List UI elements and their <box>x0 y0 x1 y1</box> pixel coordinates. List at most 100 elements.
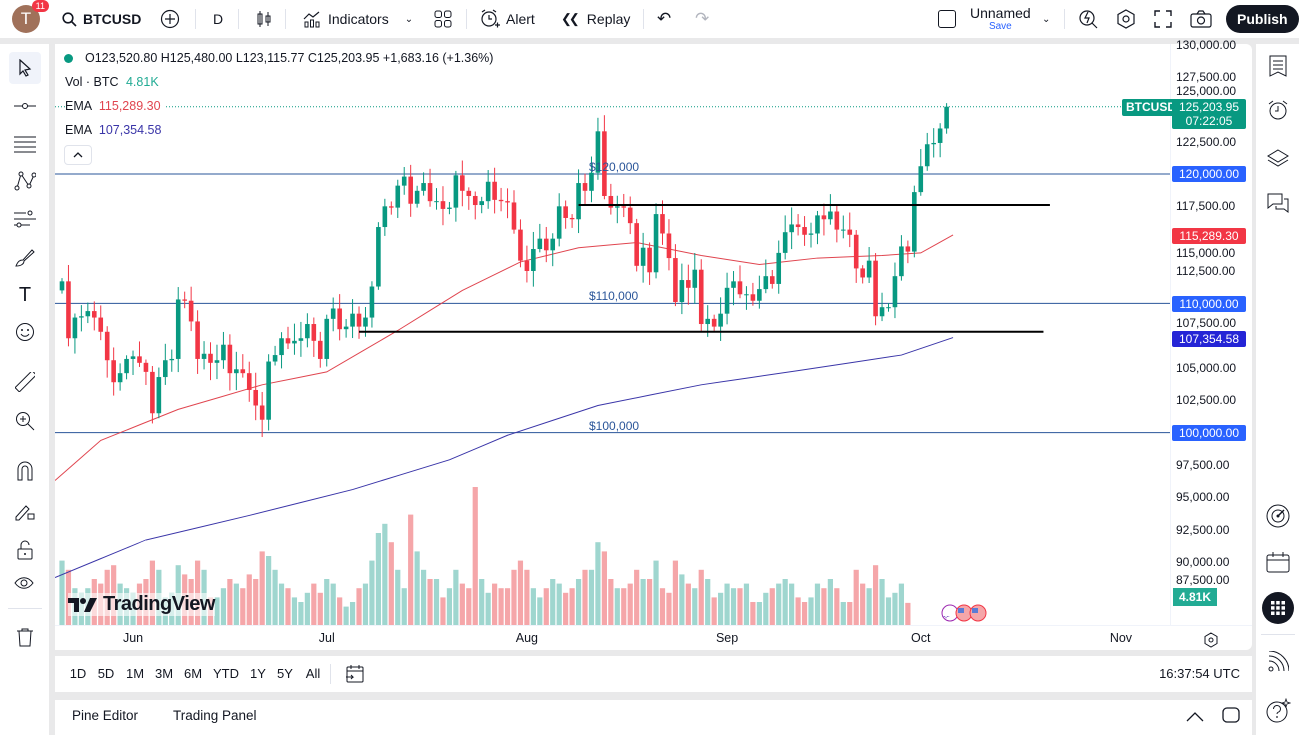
trend-lines[interactable] <box>359 204 1050 333</box>
ema-fast-legend[interactable]: EMA 115,289.30 <box>65 99 164 113</box>
horizontal-levels <box>55 106 1170 434</box>
volume-bar <box>537 597 543 625</box>
ema-slow-legend[interactable]: EMA 107,354.58 <box>65 123 161 137</box>
layout-menu-button[interactable]: ⌄ <box>1042 0 1050 38</box>
magnet-tool[interactable] <box>9 455 41 487</box>
layouts-button[interactable] <box>434 0 452 38</box>
candle <box>924 132 930 171</box>
emoji-tool[interactable] <box>9 316 41 348</box>
range-button-ytd[interactable]: YTD <box>213 666 239 681</box>
go-to-date-button[interactable] <box>345 664 365 687</box>
range-button-1y[interactable]: 1Y <box>250 666 266 681</box>
level-badge-100000: 100,000.00 <box>1172 425 1246 441</box>
candle-body <box>524 260 530 271</box>
collapse-legend-button[interactable] <box>64 145 92 165</box>
candle <box>879 292 885 322</box>
help-button[interactable] <box>1262 695 1294 727</box>
zoom-tool[interactable] <box>9 405 41 437</box>
candle <box>821 203 827 236</box>
publish-button[interactable]: Publish <box>1226 0 1299 38</box>
hide-tool[interactable] <box>9 568 41 600</box>
candle-body <box>828 211 833 220</box>
chart-type-button[interactable] <box>256 0 272 38</box>
symbol-search[interactable]: BTCUSD <box>62 0 141 38</box>
right-sidebar <box>1256 44 1299 735</box>
candle-body <box>208 353 213 363</box>
alert-button[interactable]: Alert <box>480 0 535 38</box>
products-button[interactable] <box>1262 592 1294 624</box>
snapshot-button[interactable] <box>1190 0 1212 38</box>
volume-bar <box>227 579 233 625</box>
chats-button[interactable] <box>1262 187 1294 219</box>
replay-button[interactable]: ❮❮ Replay <box>561 0 630 38</box>
candle <box>505 188 510 219</box>
remove-drawings-tool[interactable] <box>9 621 41 653</box>
screener-button[interactable] <box>1262 500 1294 532</box>
text-tool[interactable]: T <box>9 279 41 311</box>
alert-label: Alert <box>506 11 535 27</box>
volume-bar <box>679 574 685 625</box>
range-button-1m[interactable]: 1M <box>125 666 145 681</box>
tab-trading-panel[interactable]: Trading Panel <box>173 708 257 723</box>
lock-drawings-tool[interactable] <box>9 495 41 527</box>
range-button-5y[interactable]: 5Y <box>277 666 293 681</box>
calendar-button[interactable] <box>1262 546 1294 578</box>
ideas-stream-button[interactable] <box>1262 646 1294 678</box>
volume-bar <box>866 588 872 625</box>
fullscreen-button[interactable] <box>1154 0 1172 38</box>
range-button-1d[interactable]: 1D <box>69 666 87 681</box>
candle <box>757 275 762 309</box>
quick-search-button[interactable] <box>1078 0 1098 38</box>
layout-name-button[interactable]: Unnamed Save <box>970 0 1031 38</box>
price-tick: 90,000.00 <box>1176 554 1230 569</box>
measure-tool[interactable] <box>9 366 41 398</box>
interval-button[interactable]: D <box>213 0 223 38</box>
volume-bar <box>885 597 892 625</box>
fib-tool[interactable] <box>9 128 41 160</box>
settings-button[interactable] <box>1116 0 1136 38</box>
maximize-panel-button[interactable] <box>1222 707 1240 726</box>
volume-bar <box>511 569 517 625</box>
utc-clock[interactable]: 16:37:54 UTC <box>1159 666 1240 681</box>
brush-tool[interactable] <box>9 242 41 274</box>
undo-button[interactable]: ↶ <box>657 0 671 38</box>
object-tree-button[interactable] <box>1262 142 1294 174</box>
indicators-button[interactable]: Indicators ⌄ <box>302 0 413 38</box>
range-button-all[interactable]: All <box>305 666 321 681</box>
collapse-panel-button[interactable] <box>1186 710 1204 725</box>
us-flag-event-icons <box>941 604 987 622</box>
volume-legend[interactable]: Vol · BTC 4.81K <box>65 75 159 89</box>
range-button-5d[interactable]: 5D <box>97 666 115 681</box>
price-tick: 97,500.00 <box>1176 457 1230 472</box>
range-button-3m[interactable]: 3M <box>154 666 174 681</box>
candle <box>698 259 704 332</box>
candle-body <box>214 360 220 363</box>
save-link[interactable]: Save <box>988 21 1012 32</box>
candle-body <box>414 190 420 204</box>
candle <box>156 367 162 419</box>
lock-tool[interactable] <box>9 534 41 566</box>
candle-body <box>860 268 865 278</box>
candle-body <box>440 201 446 209</box>
chart-settings-button[interactable] <box>1203 632 1219 651</box>
alerts-button[interactable] <box>1262 94 1294 126</box>
layout-checkbox[interactable] <box>938 0 956 38</box>
redo-button[interactable]: ↷ <box>695 0 709 38</box>
economic-event-markers[interactable] <box>938 603 992 623</box>
candle-body <box>79 316 84 318</box>
pattern-tool[interactable] <box>9 165 41 197</box>
price-tick: 127,500.00 <box>1176 70 1237 84</box>
candle-body <box>589 172 594 191</box>
watchlist-button[interactable] <box>1262 50 1294 82</box>
compare-symbol-button[interactable] <box>160 0 180 38</box>
user-avatar[interactable]: T 11 <box>12 0 49 38</box>
cursor-tool[interactable] <box>9 52 41 84</box>
candle <box>873 253 878 326</box>
range-button-6m[interactable]: 6M <box>183 666 203 681</box>
prediction-tool[interactable] <box>9 203 41 235</box>
trend-line-tool[interactable] <box>9 90 41 122</box>
candle-body <box>234 369 239 374</box>
tab-pine-editor[interactable]: Pine Editor <box>72 708 139 723</box>
candle-body <box>847 229 853 235</box>
